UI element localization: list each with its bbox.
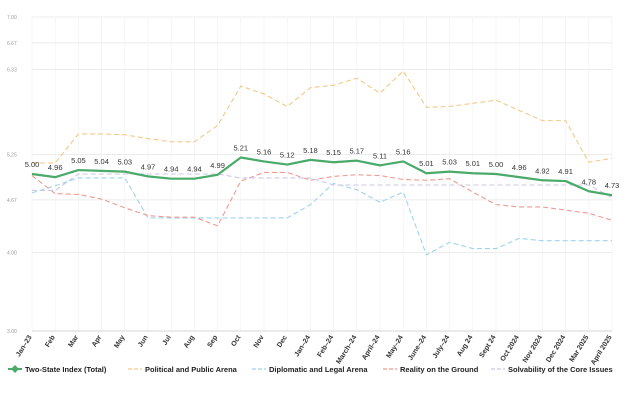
x-tick-label: Dec 2024 [545, 334, 567, 364]
data-label: 4.91 [558, 167, 573, 176]
data-label: 4.94 [164, 165, 179, 174]
x-tick-label: Mar [68, 334, 81, 349]
legend-label-0: Two-State Index (Total) [25, 365, 107, 374]
y-tick-label: 5.25 [7, 152, 17, 158]
legend-label-2: Diplomatic and Legal Arena [269, 365, 368, 374]
series-line-4 [32, 173, 613, 199]
data-label: 5.03 [117, 158, 132, 167]
x-tick-label: Jul [162, 334, 173, 346]
x-tick-label: Dec [276, 334, 289, 349]
series-line-3 [31, 171, 613, 227]
x-tick-label: May [113, 334, 126, 349]
x-tick-label: April 2025 [590, 334, 614, 366]
x-tick-label: Jun [137, 334, 150, 348]
legend-label-1: Political and Public Arena [145, 365, 238, 374]
x-tick-label: March–24 [335, 334, 358, 365]
data-label: 4.96 [48, 163, 63, 172]
x-tick-label: July–24 [432, 334, 452, 360]
data-label: 5.16 [396, 147, 411, 156]
x-tick-label: Nov [253, 334, 266, 349]
data-label: 4.96 [512, 163, 527, 172]
series-line-2 [31, 177, 612, 256]
y-tick-label: 6.67 [7, 41, 17, 47]
x-tick-label: Mar 2025 [569, 334, 591, 363]
data-label: 5.15 [326, 148, 341, 157]
data-label: 4.92 [535, 166, 550, 175]
x-axis: Jan–23 Feb Mar Apr May Jun Jul Aug Sep Oct Nov Dec J… [15, 334, 614, 367]
x-tick-label: Jan–23 [15, 334, 34, 358]
x-tick-label: Sept 24 [479, 334, 498, 359]
y-tick-label: 7.00 [7, 15, 17, 21]
data-label: 5.01 [419, 159, 434, 168]
legend-marker-diamond [11, 365, 19, 373]
data-label: 4.94 [187, 165, 202, 174]
x-tick-label: June–24 [407, 334, 428, 362]
x-tick-label: Aug [183, 334, 196, 349]
data-label: 5.11 [373, 151, 387, 160]
x-tick-label: Sep [207, 334, 220, 349]
data-label: 5.03 [442, 158, 457, 167]
x-tick-label: April–24 [361, 334, 382, 361]
x-tick-label: Oct 2024 [499, 334, 520, 363]
legend-label-4: Solvability of the Core Issues [508, 365, 613, 374]
data-label: 4.99 [210, 161, 225, 170]
data-label: 5.16 [257, 147, 272, 156]
data-label: 5.00 [25, 160, 40, 169]
data-label: 5.12 [280, 151, 295, 160]
data-label: 5.21 [233, 144, 248, 153]
x-tick-label: Oct [230, 334, 242, 348]
y-axis: 3.00 4.00 4.67 5.25 6.33 6.67 7.00 [7, 15, 17, 335]
data-label-layer: 5.00 4.96 5.05 5.04 5.03 4.97 4.94 4.94 4.99 5.21… [25, 144, 620, 191]
x-tick-label: Feb [44, 334, 57, 348]
x-tick-label: Jan–24 [294, 334, 313, 358]
data-label: 5.00 [489, 160, 504, 169]
legend: Two-State Index (Total) Political and Pub… [8, 365, 613, 374]
series-layer [31, 70, 613, 256]
x-tick-label: Apr [91, 334, 103, 348]
y-tick-label: 4.00 [7, 251, 17, 257]
x-tick-label: Feb–24 [317, 334, 336, 358]
data-label: 4.73 [605, 181, 620, 190]
y-tick-label: 4.67 [7, 198, 17, 204]
data-label: 5.05 [71, 156, 86, 165]
series-line-1 [32, 70, 613, 164]
series-line-0 [31, 156, 613, 197]
x-tick-label: May–24 [386, 334, 405, 359]
y-tick-label: 6.33 [7, 68, 17, 74]
data-label: 5.01 [465, 159, 480, 168]
data-label: 5.17 [349, 147, 364, 156]
data-label: 4.78 [581, 177, 596, 186]
data-label: 5.04 [94, 157, 109, 166]
data-label: 5.18 [303, 146, 318, 155]
legend-label-3: Reality on the Ground [400, 365, 479, 374]
data-label: 4.97 [141, 162, 156, 171]
x-tick-label: Aug 24 [456, 334, 474, 358]
x-tick-label: Nov 2024 [522, 334, 544, 364]
y-tick-label: 3.00 [7, 329, 17, 335]
